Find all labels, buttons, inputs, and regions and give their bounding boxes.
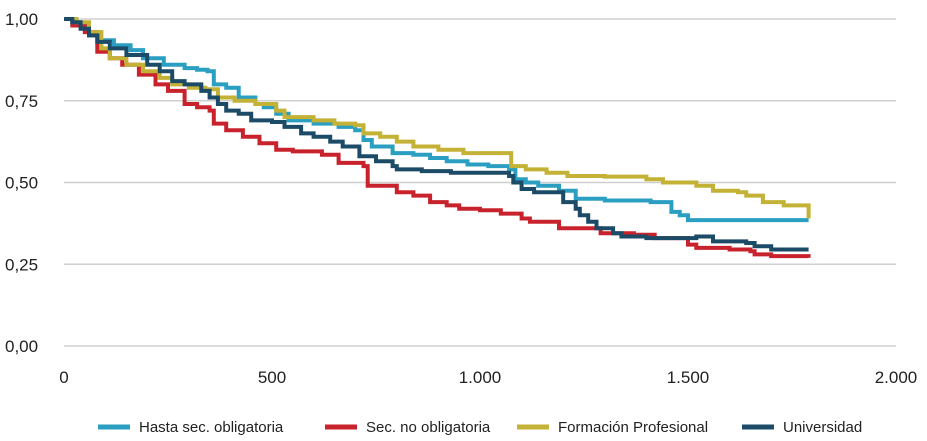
y-axis-tick-labels: 0,00 0,25 0,50 0,75 1,00 xyxy=(5,10,38,356)
legend-label-1: Sec. no obligatoria xyxy=(366,419,491,436)
x-tick-label: 1.000 xyxy=(459,368,502,387)
x-tick-label: 500 xyxy=(258,368,286,387)
x-tick-label: 0 xyxy=(59,368,68,387)
series-line-3 xyxy=(64,17,809,252)
legend-label-0: Hasta sec. obligatoria xyxy=(139,419,284,436)
x-tick-label: 2.000 xyxy=(875,368,918,387)
gridlines xyxy=(64,18,896,347)
legend: Hasta sec. obligatoria Sec. no obligatori… xyxy=(98,419,862,436)
series-lines xyxy=(64,17,811,259)
y-tick-label: 0,50 xyxy=(5,174,38,193)
y-tick-label: 0,25 xyxy=(5,255,38,274)
x-tick-label: 1.500 xyxy=(667,368,710,387)
y-tick-label: 1,00 xyxy=(5,10,38,29)
legend-label-2: Formación Profesional xyxy=(558,419,708,436)
x-axis-tick-labels: 0 500 1.000 1.500 2.000 xyxy=(59,368,917,387)
legend-label-3: Universidad xyxy=(783,419,862,436)
series-line-0 xyxy=(64,17,809,223)
y-tick-label: 0,00 xyxy=(5,337,38,356)
y-tick-label: 0,75 xyxy=(5,92,38,111)
series-line-2 xyxy=(64,17,811,219)
